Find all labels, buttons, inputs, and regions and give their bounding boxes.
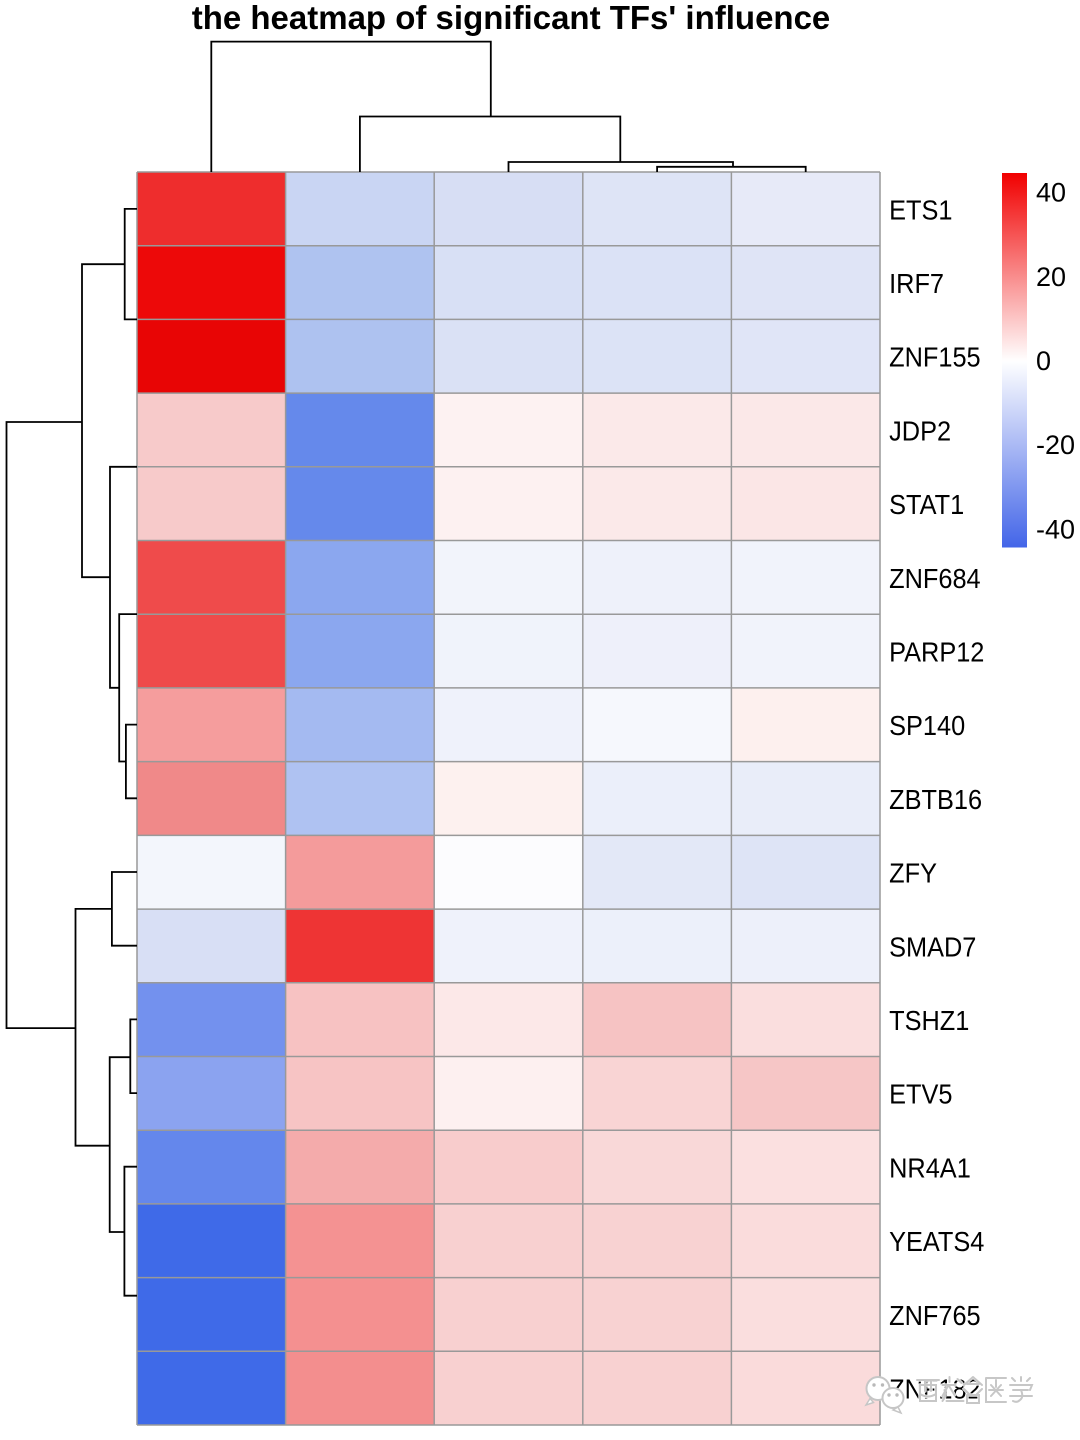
svg-text:ZFY: ZFY xyxy=(889,857,937,888)
svg-text:ZNF765: ZNF765 xyxy=(889,1300,980,1331)
svg-text:TSHZ1: TSHZ1 xyxy=(889,1005,969,1036)
svg-text:PARP12: PARP12 xyxy=(889,636,984,667)
svg-text:ZNF684: ZNF684 xyxy=(889,563,981,594)
svg-text:-20: -20 xyxy=(1036,430,1075,460)
svg-text:JDP2: JDP2 xyxy=(889,415,951,446)
svg-text:ETV5: ETV5 xyxy=(889,1079,952,1110)
svg-text:SP140: SP140 xyxy=(889,710,965,741)
svg-text:IRF7: IRF7 xyxy=(889,268,944,299)
svg-text:-40: -40 xyxy=(1036,515,1075,545)
svg-text:ETS1: ETS1 xyxy=(889,194,952,225)
svg-text:40: 40 xyxy=(1036,178,1066,208)
svg-text:ZBTB16: ZBTB16 xyxy=(889,784,982,815)
svg-text:20: 20 xyxy=(1036,262,1066,292)
svg-text:0: 0 xyxy=(1036,346,1051,376)
svg-text:YEATS4: YEATS4 xyxy=(889,1226,984,1257)
svg-text:SMAD7: SMAD7 xyxy=(889,931,976,962)
svg-text:ZNF155: ZNF155 xyxy=(889,342,980,373)
svg-text:NR4A1: NR4A1 xyxy=(889,1152,971,1183)
svg-text:STAT1: STAT1 xyxy=(889,489,964,520)
